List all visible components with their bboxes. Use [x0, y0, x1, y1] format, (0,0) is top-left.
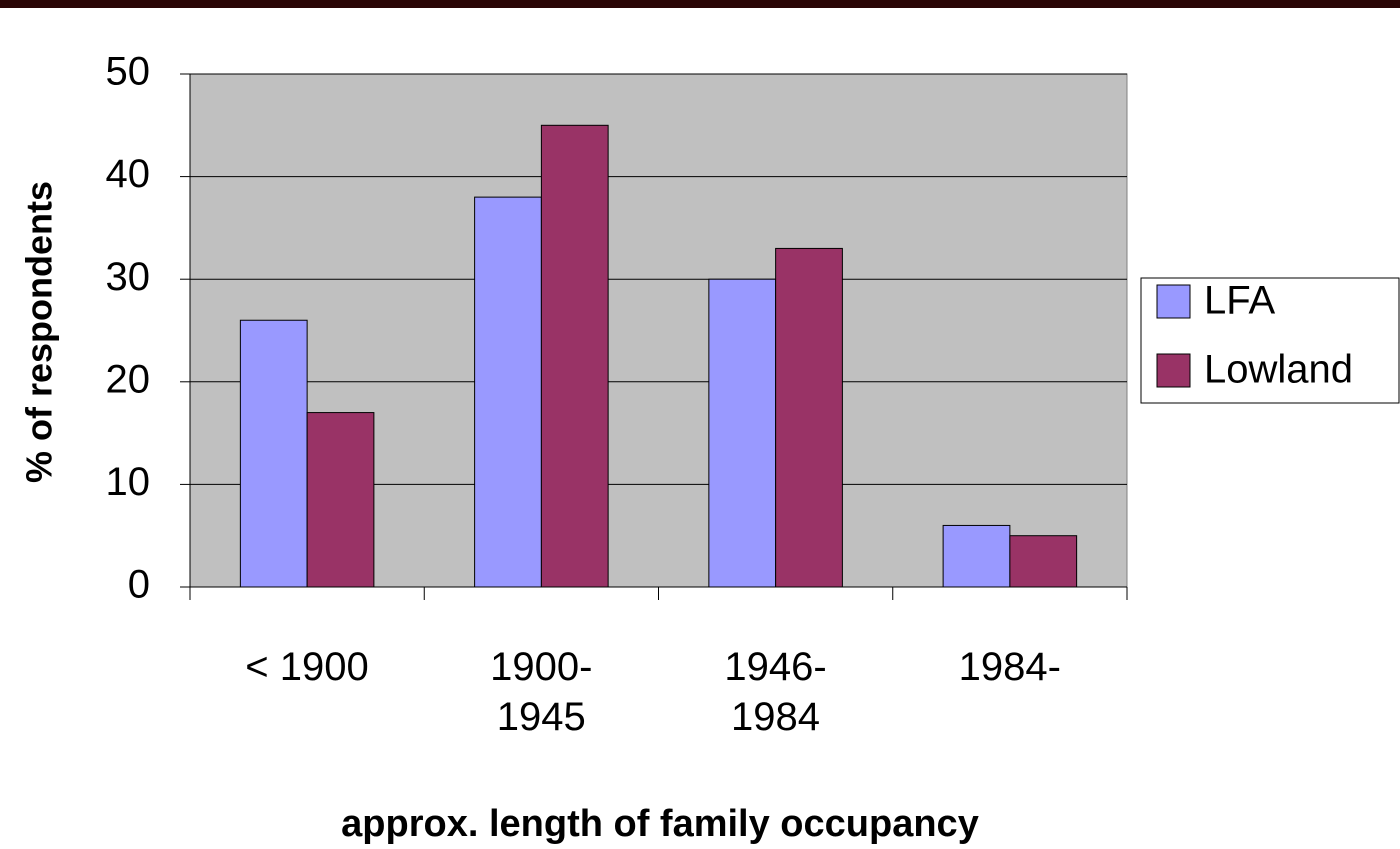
x-tick-label: 1900- 1945	[490, 645, 593, 739]
bar	[708, 278, 777, 588]
legend-swatch	[1156, 284, 1191, 319]
y-tick-label: 0	[128, 563, 150, 607]
x-axis-label: approx. length of family occupancy	[341, 803, 979, 845]
bar	[540, 124, 609, 588]
x-tick-label: < 1900	[245, 645, 369, 689]
y-axis-label: % of respondents	[19, 181, 60, 483]
legend-swatch	[1156, 353, 1191, 388]
top-bar	[0, 0, 1400, 8]
legend-label: LFA	[1204, 279, 1275, 323]
x-tick-label: 1984-	[958, 645, 1061, 689]
bar	[239, 319, 308, 588]
bar	[942, 524, 1011, 588]
bar	[1009, 535, 1078, 588]
y-tick-label: 10	[106, 460, 151, 504]
legend-label: Lowland	[1204, 348, 1353, 392]
y-tick-label: 40	[106, 152, 151, 196]
bar	[474, 196, 542, 588]
y-tick-label: 50	[106, 50, 151, 94]
y-tick-label: 20	[106, 357, 151, 401]
bar	[306, 412, 375, 588]
y-tick-label: 30	[106, 255, 151, 299]
x-tick-label: 1946- 1984	[724, 645, 827, 739]
bar	[775, 247, 843, 588]
